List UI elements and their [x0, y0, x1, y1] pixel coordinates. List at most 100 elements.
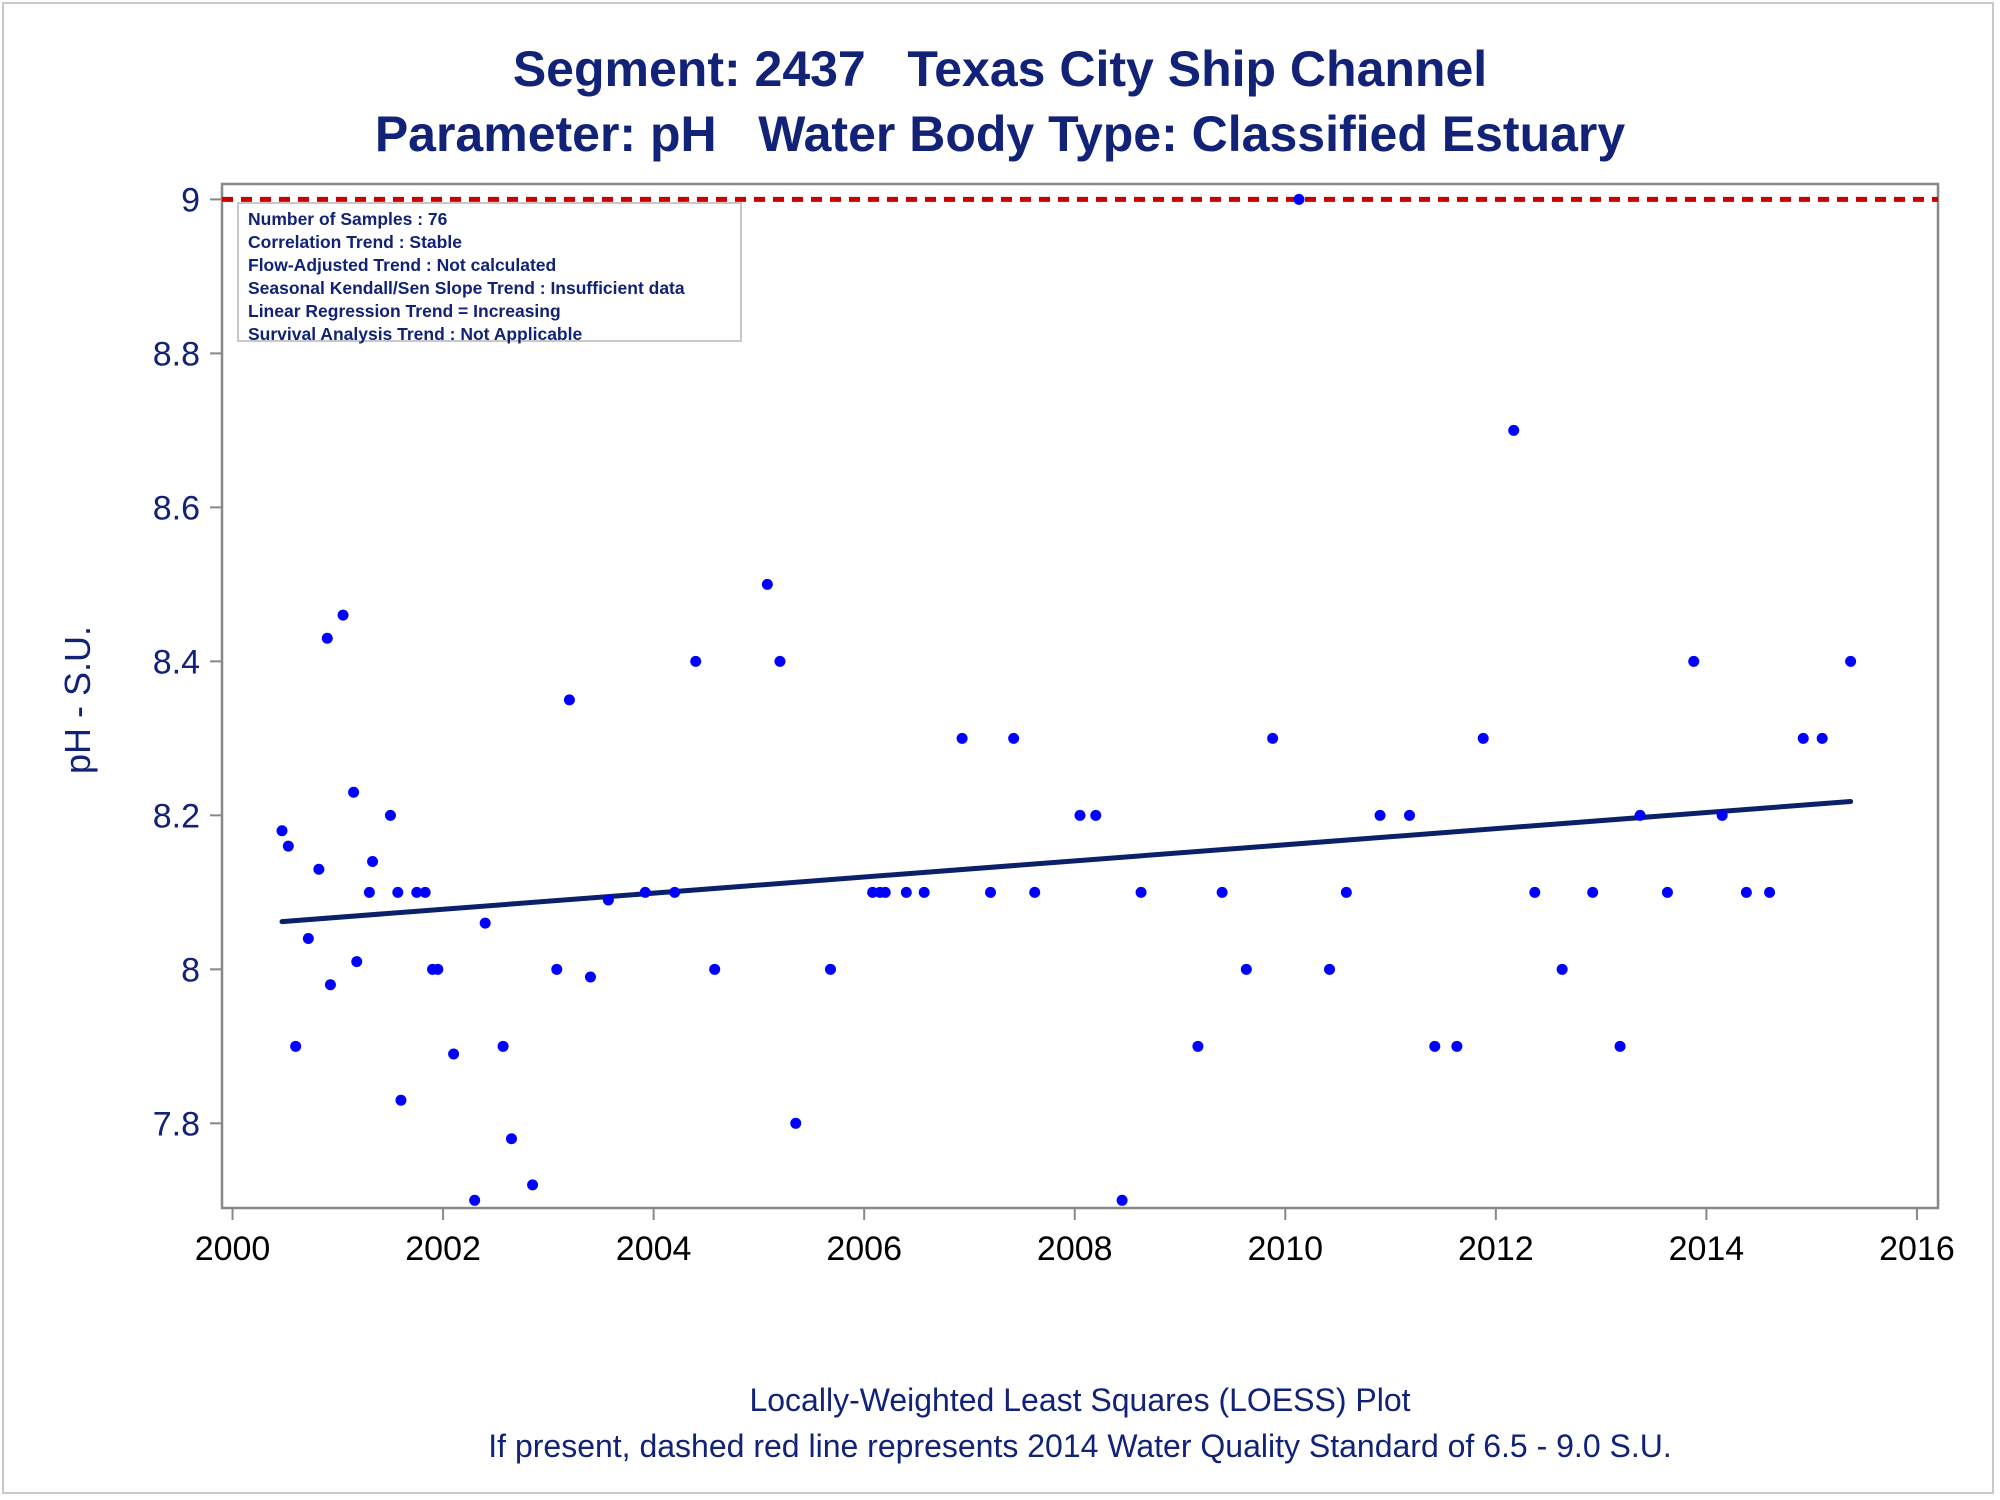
data-point	[1324, 963, 1336, 975]
plot-content: 7.8 8 8.2 8.4 8.6 8.8 9 2000 2002 2004 2006 2008 201…	[153, 181, 1955, 1268]
x-tick-label: 2006	[826, 1230, 902, 1268]
data-point	[1135, 886, 1147, 898]
data-point	[1340, 886, 1352, 898]
data-point	[1192, 1040, 1204, 1052]
y-tick-label: 8.6	[153, 489, 200, 527]
data-point	[469, 1194, 481, 1206]
data-point	[432, 963, 444, 975]
data-point	[1587, 886, 1599, 898]
data-point	[1797, 732, 1809, 744]
data-point	[384, 809, 396, 821]
info-line-survival-analysis: Survival Analysis Trend : Not Applicable	[248, 324, 583, 344]
y-tick-label: 8.2	[153, 797, 200, 835]
data-point	[506, 1133, 518, 1145]
data-point	[956, 732, 968, 744]
data-point	[321, 632, 333, 644]
data-point	[1074, 809, 1086, 821]
data-point	[395, 1094, 407, 1106]
info-line-seasonal-kendall: Seasonal Kendall/Sen Slope Trend : Insuf…	[248, 278, 685, 298]
info-line-flow-adjusted: Flow-Adjusted Trend : Not calculated	[248, 255, 557, 275]
data-point	[1008, 732, 1020, 744]
data-point	[790, 1117, 802, 1129]
y-tick-label: 7.8	[153, 1105, 200, 1143]
data-point	[1477, 732, 1489, 744]
data-point	[639, 886, 651, 898]
data-point	[1508, 424, 1520, 436]
data-point	[1614, 1040, 1626, 1052]
data-point	[900, 886, 912, 898]
data-point	[1845, 655, 1857, 667]
data-point	[1429, 1040, 1441, 1052]
x-tick-label: 2004	[616, 1230, 692, 1268]
data-point	[918, 886, 930, 898]
data-point	[1216, 886, 1228, 898]
data-point	[690, 655, 702, 667]
data-point	[367, 856, 379, 868]
data-point	[282, 840, 294, 852]
data-point	[985, 886, 997, 898]
data-point	[1240, 963, 1252, 975]
footer-plot-type: Locally-Weighted Least Squares (LOESS) P…	[749, 1382, 1411, 1418]
data-point	[497, 1040, 509, 1052]
x-tick-label: 2008	[1037, 1230, 1113, 1268]
data-point	[324, 979, 336, 991]
data-point	[602, 894, 614, 906]
data-point	[551, 963, 563, 975]
info-line-correlation: Correlation Trend : Stable	[248, 232, 462, 252]
loess-trend-line	[279, 798, 1854, 925]
data-point	[392, 886, 404, 898]
data-point	[1451, 1040, 1463, 1052]
data-point	[313, 863, 325, 875]
data-point	[302, 933, 314, 945]
y-tick-label: 8	[181, 951, 200, 989]
x-tick-label: 2000	[195, 1230, 271, 1268]
data-point	[276, 825, 288, 837]
data-point	[351, 956, 363, 968]
data-point	[1556, 963, 1568, 975]
x-tick-label: 2012	[1458, 1230, 1534, 1268]
data-point	[1029, 886, 1041, 898]
data-point	[448, 1048, 460, 1060]
data-point	[563, 694, 575, 706]
data-point	[419, 886, 431, 898]
data-point	[1267, 732, 1279, 744]
data-point	[479, 917, 491, 929]
data-point	[774, 655, 786, 667]
data-point	[1764, 886, 1776, 898]
y-tick-label: 8.4	[153, 643, 200, 681]
data-point	[337, 609, 349, 621]
data-point	[584, 971, 596, 983]
footer-standard-note: If present, dashed red line represents 2…	[488, 1428, 1672, 1464]
info-line-samples: Number of Samples : 76	[248, 209, 448, 229]
chart-subtitle: Parameter: pH Water Body Type: Classifie…	[374, 106, 1626, 162]
y-tick-label: 9	[181, 181, 200, 219]
data-point	[527, 1179, 539, 1191]
data-point	[1404, 809, 1416, 821]
data-point	[1293, 193, 1305, 205]
trend-info-box: Number of Samples : 76 Correlation Trend…	[237, 202, 742, 344]
data-point	[290, 1040, 302, 1052]
plot-area-frame	[220, 182, 1940, 1210]
info-line-linear-regression: Linear Regression Trend = Increasing	[248, 301, 561, 321]
data-point	[1740, 886, 1752, 898]
data-point	[879, 886, 891, 898]
data-point	[1661, 886, 1673, 898]
x-tick-label: 2016	[1879, 1230, 1955, 1268]
data-point	[1116, 1194, 1128, 1206]
data-point	[824, 963, 836, 975]
data-point	[1716, 809, 1728, 821]
data-point	[761, 578, 773, 590]
chart-title: Segment: 2437 Texas City Ship Channel	[512, 41, 1488, 97]
x-tick-label: 2002	[405, 1230, 481, 1268]
data-point	[1634, 809, 1646, 821]
data-point	[1816, 732, 1828, 744]
x-tick-label: 2014	[1669, 1230, 1745, 1268]
data-point	[1688, 655, 1700, 667]
data-point	[348, 786, 360, 798]
data-point	[709, 963, 721, 975]
data-point	[669, 886, 681, 898]
data-point	[1374, 809, 1386, 821]
y-tick-label: 8.8	[153, 335, 200, 373]
